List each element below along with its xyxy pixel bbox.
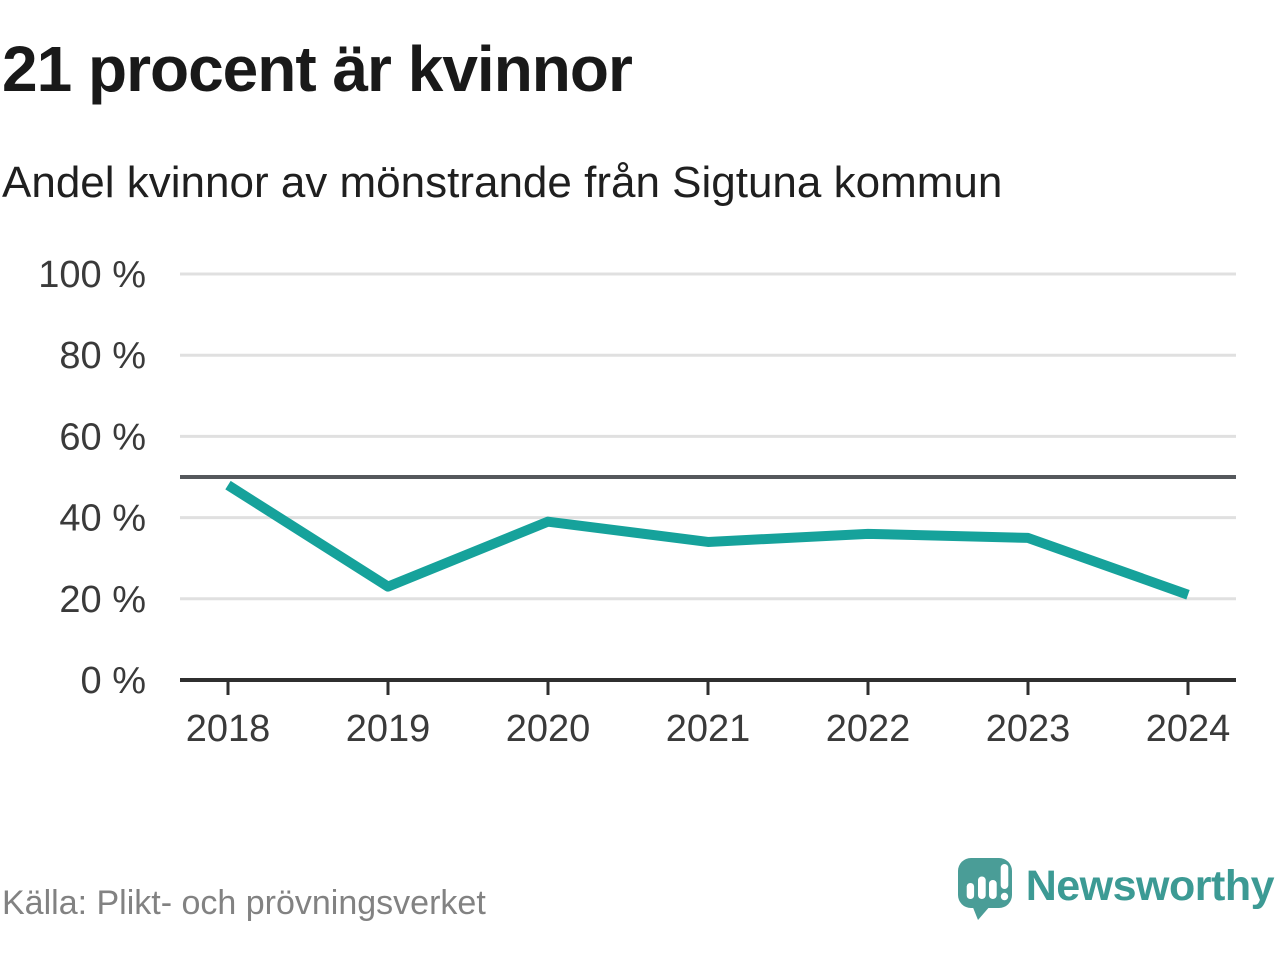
chart-subtitle: Andel kvinnor av mönstrande från Sigtuna… — [2, 158, 1003, 207]
gridlines — [180, 272, 1236, 601]
logo-exclamation-bar — [1000, 864, 1009, 889]
svg-text:80 %: 80 % — [59, 335, 146, 377]
svg-text:2023: 2023 — [986, 708, 1071, 750]
line-chart: 0 % 20 % 40 % 60 % 80 % 100 % 2018 2019 2020 202… — [38, 254, 1236, 750]
svg-text:40 %: 40 % — [59, 498, 146, 540]
svg-text:2019: 2019 — [346, 708, 431, 750]
svg-text:2018: 2018 — [186, 708, 271, 750]
newsworthy-logo-icon — [957, 858, 1012, 920]
logo-exclamation-dot — [1000, 892, 1008, 901]
chart-title: 21 procent är kvinnor — [2, 33, 633, 105]
svg-text:2021: 2021 — [666, 708, 751, 750]
svg-text:0 %: 0 % — [81, 660, 146, 702]
newsworthy-logo-text: Newsworthy — [1025, 862, 1275, 910]
logo-bar-2 — [977, 876, 986, 899]
svg-text:2020: 2020 — [506, 708, 591, 750]
svg-text:2022: 2022 — [826, 708, 911, 750]
svg-text:2024: 2024 — [1146, 708, 1231, 750]
svg-text:60 %: 60 % — [59, 416, 146, 458]
source-note: Källa: Plikt- och prövningsverket — [2, 884, 486, 922]
x-axis-labels: 2018 2019 2020 2021 2022 2023 2024 — [186, 708, 1231, 750]
y-axis-labels: 0 % 20 % 40 % 60 % 80 % 100 % — [38, 254, 146, 702]
logo-bubble-tail — [971, 905, 991, 920]
data-line-series — [225, 480, 1190, 600]
logo-bar-3 — [988, 880, 997, 899]
svg-text:20 %: 20 % — [59, 579, 146, 621]
svg-text:100 %: 100 % — [38, 254, 146, 296]
newsworthy-logo: Newsworthy — [957, 856, 1275, 922]
x-axis-tick-marks — [226, 682, 1190, 695]
logo-bar-1 — [966, 883, 974, 899]
